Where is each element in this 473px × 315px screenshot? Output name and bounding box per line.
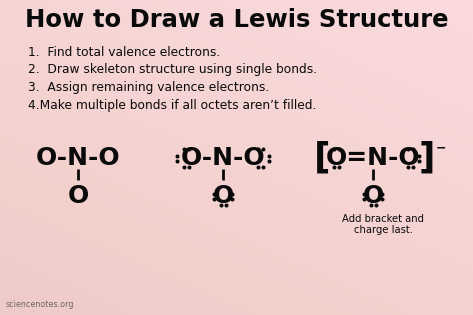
Text: [: [ (314, 141, 330, 175)
Text: O: O (362, 184, 384, 208)
Text: O: O (67, 184, 88, 208)
Text: Add bracket and: Add bracket and (342, 214, 424, 224)
Text: 3.  Assign remaining valence electrons.: 3. Assign remaining valence electrons. (28, 81, 269, 94)
Text: 4.Make multiple bonds if all octets aren’t filled.: 4.Make multiple bonds if all octets aren… (28, 99, 316, 112)
Text: 1.  Find total valence electrons.: 1. Find total valence electrons. (28, 46, 220, 59)
Text: O: O (212, 184, 234, 208)
Text: O-N-O: O-N-O (35, 146, 120, 170)
Text: ]: ] (419, 141, 435, 175)
Text: −: − (436, 141, 447, 154)
Text: O=N-O: O=N-O (326, 146, 420, 170)
Text: 2.  Draw skeleton structure using single bonds.: 2. Draw skeleton structure using single … (28, 64, 317, 77)
Text: O-N-O: O-N-O (181, 146, 265, 170)
Text: How to Draw a Lewis Structure: How to Draw a Lewis Structure (25, 8, 448, 32)
Text: charge last.: charge last. (353, 225, 412, 235)
Text: sciencenotes.org: sciencenotes.org (6, 300, 75, 309)
